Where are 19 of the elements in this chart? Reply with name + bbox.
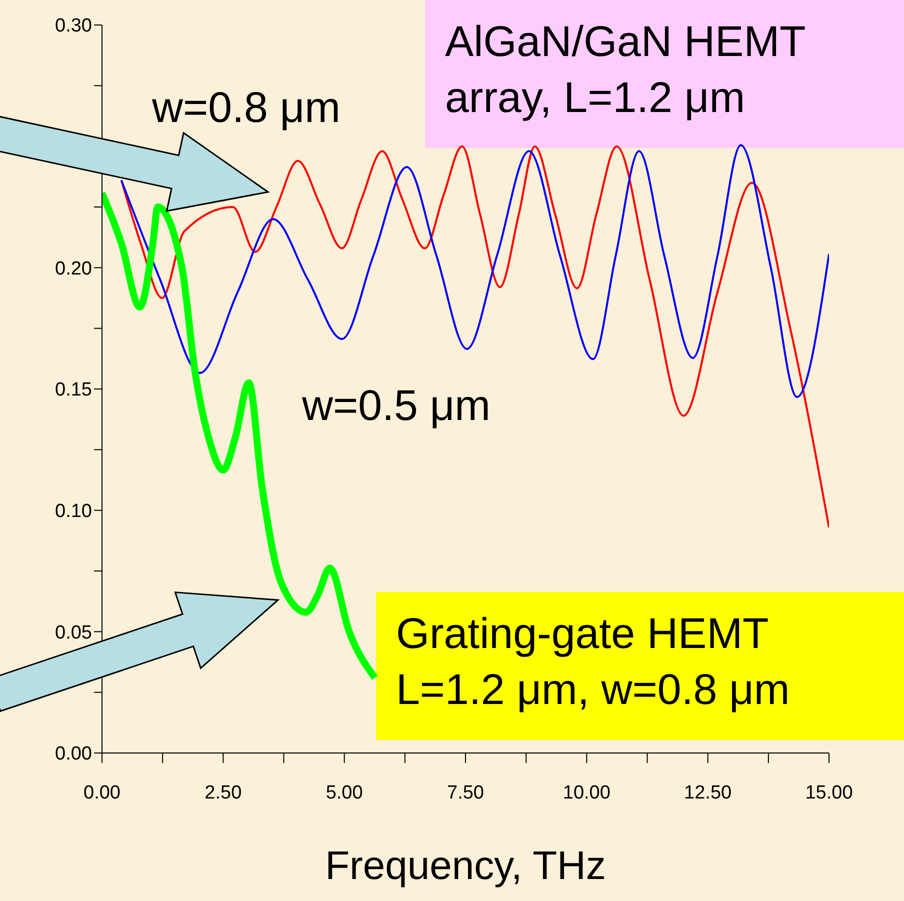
y-tick-label: 0.20 <box>55 258 92 280</box>
y-tick-label: 0.10 <box>55 501 92 522</box>
annotation: w=0.5 μm <box>302 381 492 432</box>
x-tick-label: 15.00 <box>805 782 853 804</box>
x-tick-label: 2.50 <box>204 782 242 804</box>
x-tick-label: 5.00 <box>326 782 363 804</box>
x-tick-label: 12.50 <box>684 782 732 804</box>
y-tick-label: 0.00 <box>55 744 92 765</box>
x-tick-label: 0.00 <box>84 782 120 804</box>
line-series <box>120 145 829 528</box>
annotation: Grating-gate HEMT L=1.2 μm, w=0.8 μm <box>376 592 904 740</box>
y-tick-label: 0.30 <box>55 16 92 37</box>
x-tick-label: 7.50 <box>447 782 484 804</box>
x-axis-title: Frequency, THz <box>325 844 606 888</box>
annotation: w=0.8 μm <box>152 83 342 134</box>
x-tick-label: 10.00 <box>562 782 610 804</box>
y-tick-label: 0.15 <box>55 380 92 401</box>
y-tick-label: 0.05 <box>55 622 92 644</box>
annotation: AlGaN/GaN HEMT array, L=1.2 μm <box>425 0 904 148</box>
